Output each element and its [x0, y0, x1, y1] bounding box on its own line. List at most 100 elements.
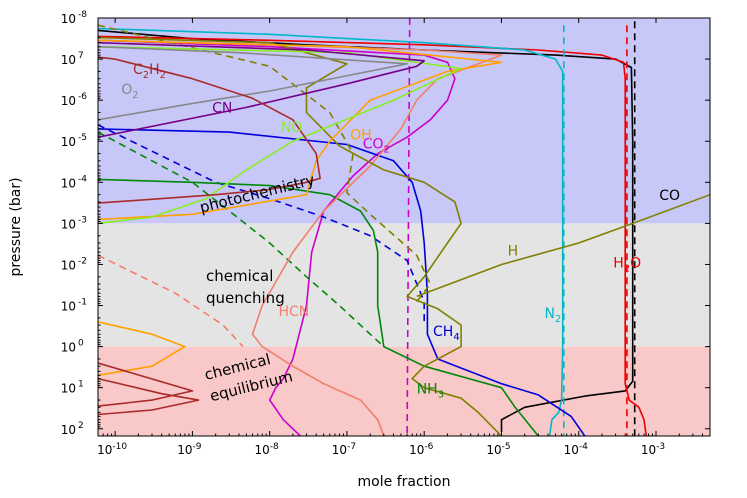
x-tick-mantissa: 10 — [255, 443, 270, 457]
series-line-hcn — [98, 39, 503, 436]
x-tick-mantissa: 10 — [97, 443, 112, 457]
series-line-ch4 — [98, 128, 586, 436]
y-tick-exponent: 0 — [78, 339, 84, 349]
series-label-co2: CO2 — [363, 136, 390, 155]
region-equilibrium — [98, 346, 710, 436]
x-tick-exponent: -9 — [193, 442, 202, 452]
y-tick-exponent: -1 — [78, 298, 87, 308]
y-tick-label: 10 — [61, 423, 76, 437]
y-tick-label: 10 — [61, 382, 76, 396]
x-tick-mantissa: 10 — [564, 443, 579, 457]
series-label-hcn: HCN — [278, 304, 309, 320]
y-tick-exponent: 1 — [78, 380, 84, 390]
y-tick-label: 10 — [61, 12, 76, 26]
series-line-cn — [98, 41, 425, 138]
series-line-h — [98, 36, 503, 436]
series-label-cn: CN — [212, 101, 232, 117]
y-tick-label: 10 — [61, 94, 76, 108]
x-tick-label: 10-8 — [255, 442, 280, 457]
x-tick-label: 10-10 — [97, 442, 127, 457]
series-label-co: CO — [659, 188, 680, 204]
x-tick-label: 10-9 — [177, 442, 202, 457]
y-tick-exponent: -2 — [78, 256, 87, 266]
series-label-ch4: CH4 — [433, 324, 460, 343]
series-label-no: NO — [281, 120, 303, 136]
x-tick-label: 10-4 — [564, 442, 589, 457]
y-tick-exponent: -8 — [78, 10, 87, 20]
x-tick-exponent: -10 — [112, 442, 127, 452]
region-quenching — [98, 223, 710, 347]
x-tick-mantissa: 10 — [486, 443, 501, 457]
y-tick-label: 10 — [61, 341, 76, 355]
series-line-o2 — [98, 45, 408, 121]
series-line-nh3-eq — [98, 131, 385, 348]
y-tick-mantissa: 10 — [61, 217, 76, 231]
y-axis-ticks: 10 -810 710 -610 -510 -410 -310 -210 -110 010 110 2 — [61, 10, 710, 437]
series-label-n2: N2 — [544, 306, 561, 325]
series-line-oh — [98, 39, 503, 221]
series-label-oh: OH — [350, 127, 372, 143]
y-tick-exponent: -5 — [78, 133, 87, 143]
x-tick-label: 10-7 — [332, 442, 356, 457]
y-tick-exponent: -6 — [78, 92, 87, 102]
series-line-oh-deep — [98, 321, 186, 377]
series-line-co2-eq — [406, 18, 411, 436]
series-line-nh3 — [98, 178, 539, 436]
y-tick-mantissa: 10 — [61, 12, 76, 26]
x-axis-label: mole fraction — [358, 474, 451, 490]
x-tick-mantissa: 10 — [332, 443, 347, 457]
x-tick-exponent: -3 — [656, 442, 665, 452]
x-tick-label: 10-6 — [409, 442, 434, 457]
y-tick-label: 10 — [61, 53, 76, 67]
pressure-regions — [98, 18, 710, 436]
species-curves — [98, 18, 710, 436]
series-label-nh3: NH3 — [417, 382, 444, 401]
y-tick-label: 10 — [61, 258, 76, 272]
x-tick-exponent: -6 — [424, 442, 433, 452]
series-line-n2 — [98, 27, 564, 436]
y-tick-exponent: 7 — [78, 51, 84, 61]
series-line-c2h2 — [98, 56, 321, 204]
series-line-h-rise — [416, 193, 710, 298]
y-tick-mantissa: 10 — [61, 341, 76, 355]
y-tick-label: 10 — [61, 300, 76, 314]
series-label-o2: O2 — [121, 82, 138, 101]
y-tick-mantissa: 10 — [61, 300, 76, 314]
x-tick-mantissa: 10 — [409, 443, 424, 457]
plot-frame — [97, 17, 711, 437]
series-line-c2h2-deep2 — [98, 377, 200, 416]
series-line-hcn-eq — [98, 254, 244, 348]
x-tick-exponent: -4 — [579, 442, 588, 452]
series-line-h-eq — [98, 24, 432, 303]
series-label-h: H — [508, 243, 519, 259]
y-tick-mantissa: 10 — [61, 423, 76, 437]
y-tick-label: 10 — [61, 176, 76, 190]
x-tick-exponent: -5 — [502, 442, 511, 452]
y-tick-mantissa: 10 — [61, 176, 76, 190]
x-tick-exponent: -8 — [270, 442, 279, 452]
x-tick-exponent: -7 — [347, 442, 356, 452]
y-tick-exponent: -3 — [78, 215, 87, 225]
y-tick-mantissa: 10 — [61, 53, 76, 67]
x-tick-label: 10-5 — [486, 442, 510, 457]
y-tick-exponent: 2 — [78, 421, 84, 431]
y-tick-exponent: -4 — [78, 174, 87, 184]
region-label-line: quenching — [206, 289, 285, 307]
region-label-quenching: chemical quenching — [206, 267, 285, 307]
y-tick-mantissa: 10 — [61, 382, 76, 396]
y-tick-label: 10 — [61, 135, 76, 149]
y-axis-label: pressure (bar) — [8, 177, 24, 276]
series-line-h2o — [98, 35, 648, 436]
series-label-c2h2: C2H2 — [133, 62, 166, 81]
x-axis-ticks: 10-10 10-9 10-8 10-7 10-6 10-5 10-4 10-3 — [97, 18, 711, 457]
series-line-co2 — [98, 39, 456, 436]
region-label-line: chemical — [206, 267, 273, 285]
x-tick-mantissa: 10 — [641, 443, 656, 457]
x-tick-label: 10-3 — [641, 442, 665, 457]
x-tick-mantissa: 10 — [177, 443, 192, 457]
y-tick-mantissa: 10 — [61, 258, 76, 272]
y-tick-mantissa: 10 — [61, 94, 76, 108]
series-label-h2o: H2O — [613, 256, 641, 275]
